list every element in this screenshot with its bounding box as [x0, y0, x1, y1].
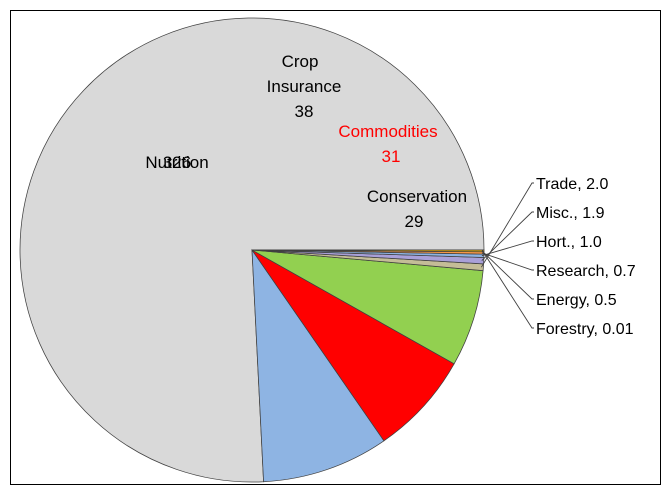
data-label-conservation-value: 29 — [405, 212, 424, 231]
data-label-misc: Misc., 1.9 — [536, 205, 605, 222]
data-label-commodities-value: 31 — [382, 147, 401, 166]
pie-slices — [19, 17, 485, 483]
data-label-energy: Energy, 0.5 — [536, 292, 617, 309]
chart-frame: Nutrition 326 Crop Insurance 38 Commodities 31… — [10, 10, 661, 485]
pie-slice-commodities — [251, 249, 455, 442]
leader-line-research — [481, 252, 534, 271]
data-label-commodities: Commodities — [338, 122, 437, 141]
data-label-nutrition: Nutrition — [145, 153, 208, 172]
data-label-nutrition-value: 326 — [163, 153, 191, 172]
leader-line-trade — [481, 182, 534, 268]
data-label-forestry: Forestry, 0.01 — [536, 321, 634, 338]
pie-slice-crop-insurance — [251, 248, 385, 483]
data-label-crop-insurance-line-2: Insurance — [267, 77, 342, 96]
leader-lines — [481, 182, 534, 329]
leader-line-hort — [481, 240, 534, 257]
data-label-trade: Trade, 2.0 — [536, 176, 608, 193]
leader-line-misc — [481, 211, 534, 261]
leader-line-energy — [481, 250, 534, 300]
data-label-crop-insurance-line-1: Crop — [282, 52, 319, 71]
data-label-conservation: Conservation — [367, 187, 467, 206]
data-label-hort: Hort., 1.0 — [536, 234, 602, 251]
data-label-crop-insurance-value: 38 — [295, 102, 314, 121]
data-label-research: Research, 0.7 — [536, 263, 636, 280]
leader-line-forestry — [481, 249, 534, 329]
